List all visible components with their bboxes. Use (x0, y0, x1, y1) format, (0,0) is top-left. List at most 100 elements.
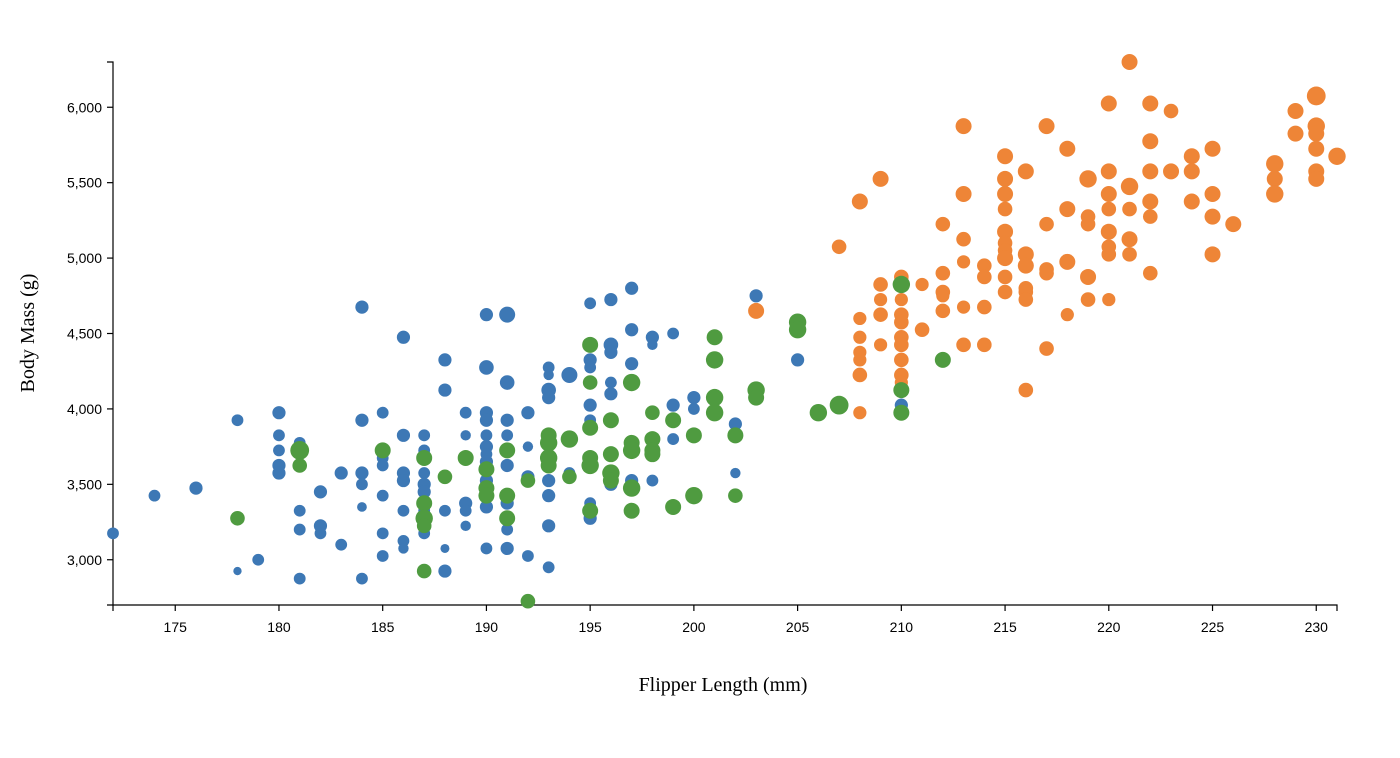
data-point (873, 338, 888, 352)
data-point (687, 391, 701, 405)
x-tick-label: 200 (682, 619, 706, 635)
y-tick-label: 5,500 (67, 175, 102, 191)
data-point (522, 441, 534, 452)
data-point (1038, 118, 1055, 135)
data-point (521, 406, 535, 420)
data-point (376, 527, 389, 540)
data-point (1308, 170, 1325, 187)
data-point (647, 339, 658, 351)
data-point (539, 434, 558, 452)
data-point (478, 461, 495, 478)
data-point (1100, 95, 1117, 112)
data-point (893, 404, 910, 421)
data-point (460, 520, 471, 532)
data-point (666, 398, 680, 412)
data-point (1100, 223, 1117, 240)
data-point (543, 369, 554, 381)
y-tick-label: 4,500 (67, 326, 102, 342)
data-point (977, 258, 992, 273)
data-point (1120, 177, 1139, 196)
series-group (748, 54, 1346, 420)
data-point (499, 510, 516, 527)
data-point (1039, 341, 1054, 356)
data-point (437, 469, 453, 485)
data-point (851, 193, 868, 210)
x-axis-line (112, 604, 1338, 611)
data-point (1287, 125, 1304, 142)
data-point (1122, 247, 1137, 262)
data-point (501, 429, 514, 442)
data-point (479, 500, 494, 514)
data-point (1039, 265, 1054, 281)
x-tick-label: 195 (578, 619, 602, 635)
data-point (520, 593, 536, 609)
data-point (623, 502, 640, 519)
data-point (935, 216, 951, 232)
data-point (977, 299, 992, 315)
series-group (230, 275, 951, 609)
data-point (500, 413, 514, 427)
data-point (645, 405, 660, 420)
data-point (500, 458, 514, 473)
data-point (562, 469, 577, 485)
data-point (1266, 155, 1284, 173)
data-point (1163, 103, 1179, 119)
data-point (416, 563, 432, 579)
data-point (440, 543, 450, 553)
data-point (644, 431, 661, 448)
data-point (499, 375, 515, 390)
data-point (1163, 163, 1180, 180)
data-point (956, 255, 971, 269)
data-point (1059, 140, 1076, 157)
data-point (1122, 201, 1137, 217)
data-point (542, 519, 556, 533)
plot-area (107, 54, 1346, 609)
data-point (439, 504, 451, 517)
data-point (1266, 185, 1284, 203)
data-point (583, 398, 597, 412)
data-point (915, 277, 929, 292)
data-point (665, 498, 682, 515)
data-point (273, 444, 285, 457)
data-point (831, 239, 847, 255)
data-point (853, 406, 867, 420)
data-point (293, 523, 306, 536)
data-point (398, 543, 409, 554)
y-axis: 3,000 3,500 4,000 4,500 5,000 5,500 6,000 (67, 61, 114, 606)
data-point (1079, 170, 1097, 188)
x-tick-label: 185 (371, 619, 395, 635)
data-point (1121, 54, 1138, 70)
data-point (997, 269, 1013, 285)
data-point (460, 430, 471, 441)
data-point (604, 387, 618, 401)
data-point (478, 487, 495, 504)
data-point (705, 388, 724, 407)
data-point (1204, 140, 1221, 157)
data-point (1017, 257, 1034, 274)
data-point (479, 360, 494, 375)
data-point (749, 289, 763, 303)
data-point (997, 148, 1014, 165)
data-point (625, 323, 639, 337)
data-point (873, 307, 888, 322)
data-point (1100, 185, 1117, 202)
data-point (892, 275, 911, 294)
data-point (728, 488, 743, 503)
x-tick-label: 225 (1201, 619, 1225, 635)
series-group (107, 281, 908, 585)
data-point (1204, 185, 1221, 202)
data-point (604, 376, 617, 389)
data-point (955, 185, 972, 202)
x-tick-label: 210 (890, 619, 914, 635)
data-point (561, 366, 578, 383)
data-point (560, 430, 579, 448)
data-point (602, 472, 619, 489)
data-point (542, 473, 556, 488)
data-point (1100, 163, 1117, 180)
data-point (955, 118, 972, 135)
data-point (374, 442, 391, 459)
data-point (396, 428, 411, 442)
data-point (582, 419, 599, 436)
data-point (582, 336, 599, 353)
